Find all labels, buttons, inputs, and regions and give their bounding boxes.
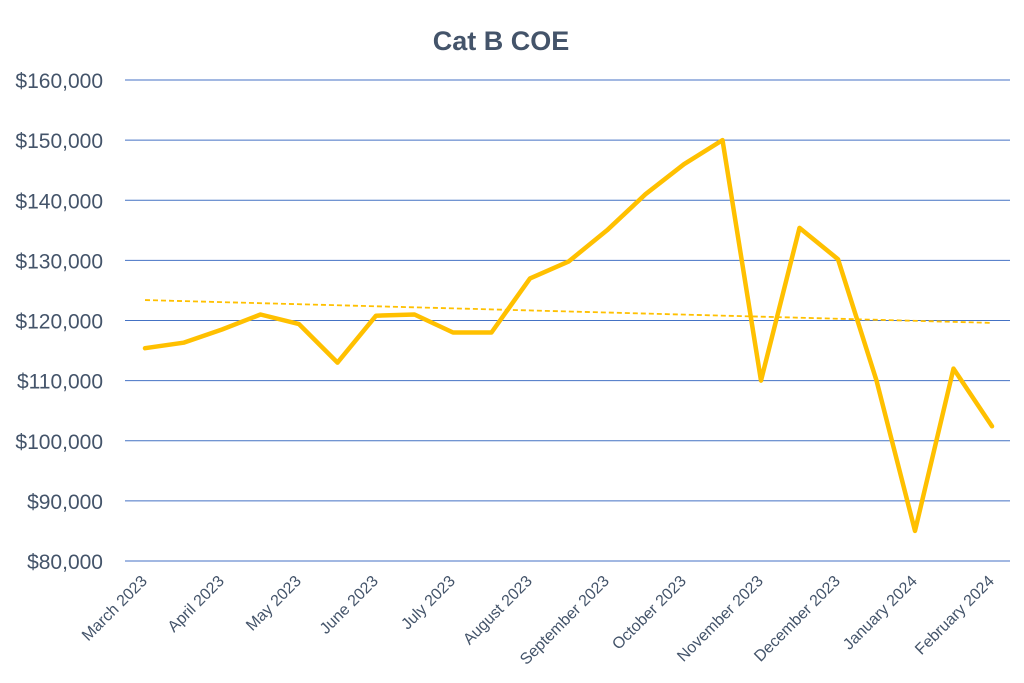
data-point: [337, 362, 338, 364]
data-point: [876, 380, 877, 382]
series-layer: [142, 137, 995, 534]
data-point: [568, 261, 569, 263]
x-tick-label: January 2024: [840, 573, 921, 654]
y-tick-label: $90,000: [27, 491, 103, 514]
data-point: [298, 323, 300, 325]
x-tick-label: December 2023: [751, 573, 844, 666]
data-point: [221, 329, 223, 331]
y-tick-label: $140,000: [15, 190, 103, 213]
data-point: [529, 277, 531, 279]
x-tick-label: May 2023: [243, 573, 305, 635]
data-point: [914, 530, 916, 532]
trendline: [144, 299, 993, 324]
x-tick-label: March 2023: [79, 573, 151, 645]
chart-title: Cat B COE: [433, 26, 570, 56]
x-tick-label: June 2023: [317, 573, 382, 638]
trendline-layer: [144, 299, 993, 324]
y-tick-label: $150,000: [15, 130, 103, 153]
data-point: [452, 332, 454, 334]
data-point: [760, 380, 762, 382]
x-tick-label: February 2024: [912, 573, 998, 659]
data-point: [144, 347, 146, 349]
y-tick-label: $160,000: [15, 70, 103, 93]
x-tick-label: August 2023: [460, 573, 536, 649]
x-tick-label: April 2023: [165, 573, 228, 636]
data-point: [183, 342, 184, 344]
data-point: [799, 227, 800, 229]
y-tick-label: $80,000: [27, 551, 103, 574]
data-point: [606, 229, 608, 231]
data-point: [375, 315, 377, 317]
data-point: [260, 313, 261, 315]
y-axis-tick-labels: $80,000 $90,000 $100,000 $110,000 $120,000 $1…: [15, 70, 103, 574]
data-point: [953, 368, 954, 370]
y-tick-label: $110,000: [17, 371, 103, 394]
x-tick-label: October 2023: [609, 573, 690, 654]
data-point: [837, 258, 839, 260]
data-point: [683, 163, 685, 165]
x-tick-label: July 2023: [398, 573, 459, 634]
series-line: [142, 137, 995, 534]
data-point: [414, 313, 415, 315]
data-point: [722, 139, 723, 141]
x-axis-tick-labels: March 2023 April 2023 May 2023 June 2023 Jul…: [79, 573, 998, 669]
y-tick-label: $100,000: [15, 431, 103, 454]
data-point: [491, 332, 492, 334]
y-tick-label: $120,000: [15, 311, 103, 334]
data-point: [645, 193, 646, 195]
y-tick-label: $130,000: [15, 250, 103, 273]
data-point: [991, 425, 993, 427]
